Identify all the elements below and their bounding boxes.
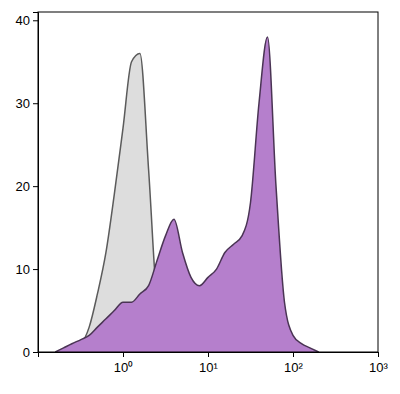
y-tick-mark	[33, 20, 38, 21]
chart: 10⁰ 10¹ 10² 10³ 0 10 20 30 40	[0, 0, 400, 394]
histogram-outline	[55, 37, 318, 352]
plot-frame	[38, 12, 378, 352]
x-tick-label: 10¹	[199, 360, 218, 375]
y-tick-mark	[33, 352, 38, 353]
y-tick-label: 0	[23, 345, 30, 360]
x-tick-mark	[293, 352, 294, 357]
y-tick-mark	[33, 103, 38, 104]
y-tick-label: 20	[16, 179, 30, 194]
x-tick: 10¹	[199, 352, 218, 375]
y-tick: 10	[16, 262, 38, 277]
y-tick: 20	[16, 179, 38, 194]
y-tick-label: 30	[16, 96, 30, 111]
x-tick-label: 10³	[369, 360, 388, 375]
y-tick: 40	[16, 13, 38, 28]
y-tick-mark	[33, 269, 38, 270]
y-tick-label: 10	[16, 262, 30, 277]
plot: 10⁰ 10¹ 10² 10³ 0 10 20 30 40	[16, 12, 389, 375]
y-tick: 0	[23, 345, 38, 360]
histogram-area	[55, 37, 318, 352]
x-tick-mark	[123, 352, 124, 357]
marks	[55, 37, 318, 352]
y-tick: 30	[16, 96, 38, 111]
y-axis: 0 10 20 30 40	[16, 13, 39, 360]
x-tick: 10³	[369, 352, 388, 375]
x-tick-label: 10⁰	[114, 360, 133, 375]
x-tick: 10⁰	[114, 352, 133, 375]
x-axis: 10⁰ 10¹ 10² 10³	[39, 352, 389, 375]
y-tick-label: 40	[16, 13, 30, 28]
y-axis-line	[33, 13, 39, 353]
y-tick-mark	[33, 186, 38, 187]
x-tick-mark	[378, 352, 379, 357]
x-axis-line	[39, 353, 379, 358]
x-tick-label: 10²	[284, 360, 303, 375]
x-tick: 10²	[284, 352, 303, 375]
x-tick-mark	[208, 352, 209, 357]
